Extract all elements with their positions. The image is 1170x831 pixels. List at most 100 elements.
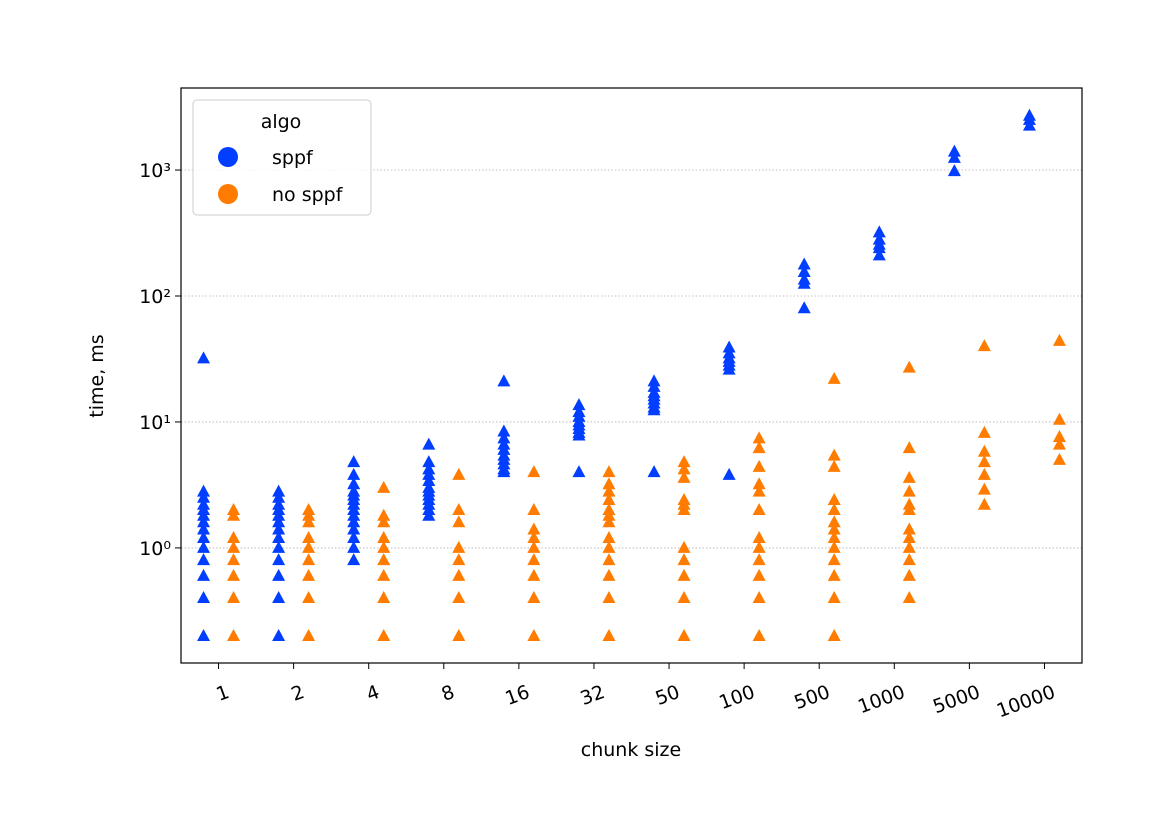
- point: [647, 465, 661, 478]
- legend-marker: [218, 147, 238, 167]
- point: [527, 553, 541, 566]
- point: [527, 530, 541, 543]
- point: [347, 522, 361, 535]
- point: [872, 225, 886, 238]
- point: [1052, 437, 1066, 450]
- legend-box: [192, 99, 372, 216]
- point: [752, 431, 766, 444]
- point: [347, 455, 361, 468]
- point: [347, 530, 361, 543]
- point: [902, 441, 916, 454]
- point: [347, 515, 361, 528]
- point: [752, 441, 766, 454]
- point: [377, 591, 391, 604]
- point: [347, 467, 361, 480]
- point: [677, 502, 691, 515]
- point: [302, 540, 316, 553]
- point: [452, 467, 466, 480]
- point: [272, 568, 286, 581]
- point: [527, 540, 541, 553]
- point: [602, 553, 616, 566]
- point: [422, 455, 436, 468]
- point: [227, 568, 241, 581]
- point: [527, 568, 541, 581]
- point: [947, 150, 961, 163]
- point: [1052, 412, 1066, 425]
- point: [602, 465, 616, 478]
- point: [527, 591, 541, 604]
- point: [197, 530, 211, 543]
- point: [977, 455, 991, 468]
- point: [827, 522, 841, 535]
- point: [677, 568, 691, 581]
- point: [497, 424, 511, 437]
- point: [602, 628, 616, 641]
- point: [272, 628, 286, 641]
- point: [752, 502, 766, 515]
- point: [902, 553, 916, 566]
- point: [977, 339, 991, 352]
- point: [752, 568, 766, 581]
- point: [677, 628, 691, 641]
- point: [602, 493, 616, 506]
- point: [347, 553, 361, 566]
- point: [272, 591, 286, 604]
- point: [227, 553, 241, 566]
- point: [497, 465, 511, 478]
- point: [422, 437, 436, 450]
- y-tick-label: 10¹: [139, 412, 171, 434]
- point: [752, 540, 766, 553]
- point: [347, 508, 361, 521]
- point: [227, 508, 241, 521]
- point: [797, 301, 811, 314]
- y-tick-label: 10⁰: [139, 538, 171, 560]
- legend-marker: [218, 184, 238, 204]
- point: [527, 522, 541, 535]
- point: [302, 628, 316, 641]
- point: [227, 628, 241, 641]
- point: [602, 540, 616, 553]
- point: [452, 502, 466, 515]
- point: [977, 444, 991, 457]
- point: [377, 553, 391, 566]
- point: [1022, 118, 1036, 131]
- point: [602, 515, 616, 528]
- point: [977, 425, 991, 438]
- point: [497, 431, 511, 444]
- point: [827, 515, 841, 528]
- point: [902, 470, 916, 483]
- point: [827, 448, 841, 461]
- point: [527, 628, 541, 641]
- point: [197, 553, 211, 566]
- point: [1052, 452, 1066, 465]
- legend-title: algo: [261, 111, 302, 133]
- point: [902, 568, 916, 581]
- point: [977, 482, 991, 495]
- point: [302, 515, 316, 528]
- point: [197, 515, 211, 528]
- point: [752, 459, 766, 472]
- point: [302, 553, 316, 566]
- point: [827, 628, 841, 641]
- point: [677, 540, 691, 553]
- point: [752, 530, 766, 543]
- point: [827, 568, 841, 581]
- point: [197, 591, 211, 604]
- point: [602, 591, 616, 604]
- point: [977, 497, 991, 510]
- point: [452, 568, 466, 581]
- point: [227, 591, 241, 604]
- point: [752, 591, 766, 604]
- point: [797, 265, 811, 278]
- point: [272, 515, 286, 528]
- point: [452, 515, 466, 528]
- point: [377, 508, 391, 521]
- point: [452, 591, 466, 604]
- point: [647, 379, 661, 392]
- point: [902, 360, 916, 373]
- point: [197, 628, 211, 641]
- point: [902, 540, 916, 553]
- point: [722, 362, 736, 375]
- point: [827, 591, 841, 604]
